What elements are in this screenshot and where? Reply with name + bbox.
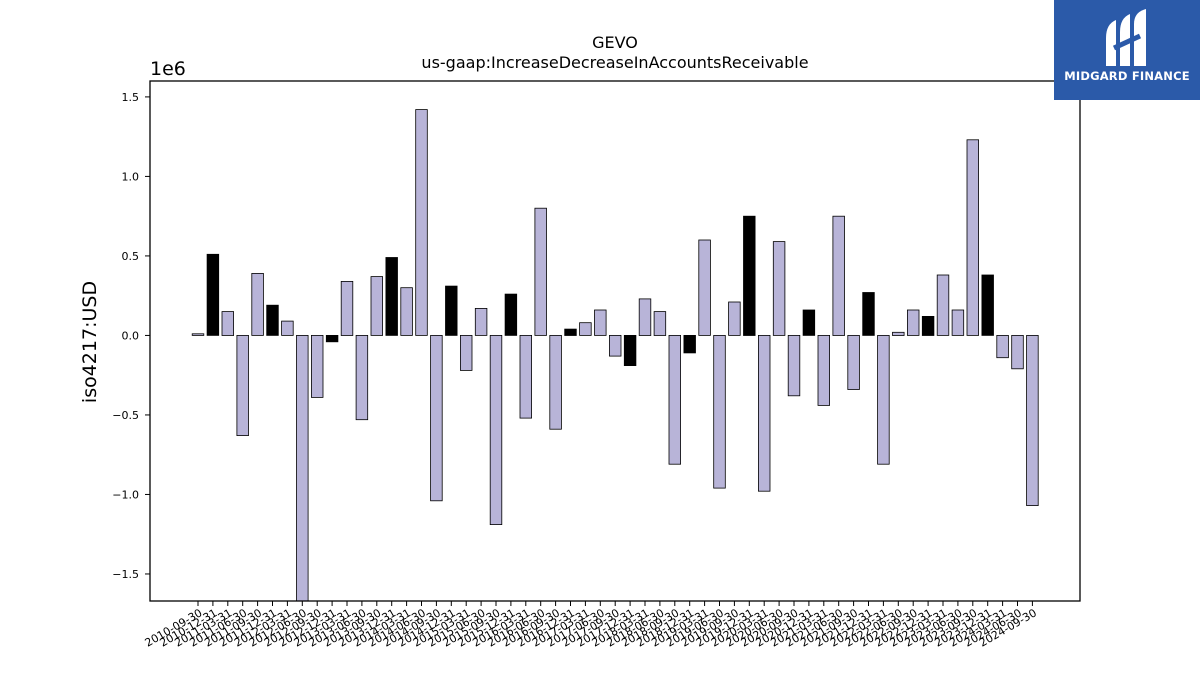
y-offset-label: 1e6 bbox=[150, 58, 186, 80]
bar-2019-03-31 bbox=[698, 239, 711, 336]
bar-2021-12-31 bbox=[862, 292, 875, 336]
bar-2014-09-30 bbox=[430, 334, 443, 502]
bar-2023-03-31 bbox=[936, 274, 950, 336]
bar-2020-03-31 bbox=[758, 334, 771, 492]
bar-2023-12-31 bbox=[981, 274, 994, 336]
bar-2010-09-30 bbox=[191, 333, 205, 336]
bar-2018-09-30 bbox=[668, 334, 682, 465]
bar-2016-03-31 bbox=[519, 334, 533, 419]
bar-2021-09-30 bbox=[847, 334, 860, 390]
bar-2023-09-30 bbox=[966, 139, 980, 336]
bar-2013-09-30 bbox=[370, 276, 384, 336]
chart-subtitle: us-gaap:IncreaseDecreaseInAccountsReceiv… bbox=[421, 53, 808, 72]
y-axis-label: iso4217:USD bbox=[79, 281, 101, 403]
bar-2019-06-30 bbox=[713, 334, 726, 489]
bar-2011-09-30 bbox=[251, 272, 264, 336]
bar-2024-09-30 bbox=[1026, 334, 1039, 506]
bar-2010-12-31 bbox=[206, 253, 220, 336]
bar-2020-12-31 bbox=[802, 309, 816, 336]
bar-2024-03-31 bbox=[996, 334, 1009, 359]
midgard-logo-icon bbox=[1106, 9, 1146, 66]
bar-2020-06-30 bbox=[772, 241, 786, 336]
bar-2012-03-31 bbox=[281, 320, 294, 336]
bar-2016-12-31 bbox=[564, 328, 577, 336]
bar-2015-06-30 bbox=[474, 307, 488, 336]
bar-2018-03-31 bbox=[638, 298, 652, 336]
bar-2014-03-31 bbox=[400, 287, 413, 336]
bar-2013-06-30 bbox=[355, 334, 369, 421]
bar-2017-09-30 bbox=[609, 334, 622, 357]
bar-2021-03-31 bbox=[817, 334, 831, 406]
y-tick-label: 0.0 bbox=[122, 329, 140, 342]
y-tick-label: 1.0 bbox=[122, 170, 140, 183]
bar-2013-03-31 bbox=[340, 280, 354, 336]
bar-2018-06-30 bbox=[653, 311, 667, 336]
bar-2012-06-30 bbox=[296, 334, 309, 602]
y-tick-label: −1.0 bbox=[112, 488, 139, 501]
brand-name: MIDGARD FINANCE bbox=[1064, 69, 1190, 83]
bar-2012-09-30 bbox=[310, 334, 324, 398]
brand-logo: MIDGARD FINANCE bbox=[1054, 0, 1200, 100]
bar-2018-12-31 bbox=[683, 334, 696, 354]
bar-2011-03-31 bbox=[221, 311, 235, 336]
bar-2022-03-31 bbox=[877, 334, 890, 465]
y-tick-label: −1.5 bbox=[112, 568, 139, 581]
bar-2020-09-30 bbox=[787, 334, 801, 397]
bar-2017-03-31 bbox=[579, 322, 592, 336]
bar-2022-06-30 bbox=[892, 331, 905, 336]
bar-2019-12-31 bbox=[743, 215, 756, 336]
bar-2015-03-31 bbox=[459, 334, 473, 371]
bar-2024-06-30 bbox=[1011, 334, 1024, 370]
bar-2017-06-30 bbox=[594, 309, 607, 336]
bar-2016-09-30 bbox=[549, 334, 562, 430]
bar-2012-12-31 bbox=[325, 334, 339, 343]
plot-frame bbox=[149, 80, 1081, 602]
bar-2011-12-31 bbox=[266, 304, 279, 336]
chart-title: GEVO bbox=[592, 33, 638, 52]
bar-2016-06-30 bbox=[534, 207, 547, 336]
bar-2015-09-30 bbox=[489, 334, 503, 525]
y-tick-label: −0.5 bbox=[112, 409, 139, 422]
bar-2023-06-30 bbox=[951, 309, 965, 336]
bar-2022-09-30 bbox=[907, 309, 920, 336]
bar-2015-12-31 bbox=[504, 293, 518, 336]
bar-2014-12-31 bbox=[445, 285, 458, 336]
bar-2019-09-30 bbox=[728, 301, 741, 336]
bar-2021-06-30 bbox=[832, 215, 845, 336]
bar-2013-12-31 bbox=[385, 257, 398, 336]
bar-2022-12-31 bbox=[921, 315, 935, 336]
bar-2011-06-30 bbox=[236, 334, 249, 436]
y-tick-label: 1.5 bbox=[122, 91, 140, 104]
y-tick-label: 0.5 bbox=[122, 250, 140, 263]
bar-2014-06-30 bbox=[415, 109, 428, 336]
bar-2017-12-31 bbox=[623, 334, 637, 366]
